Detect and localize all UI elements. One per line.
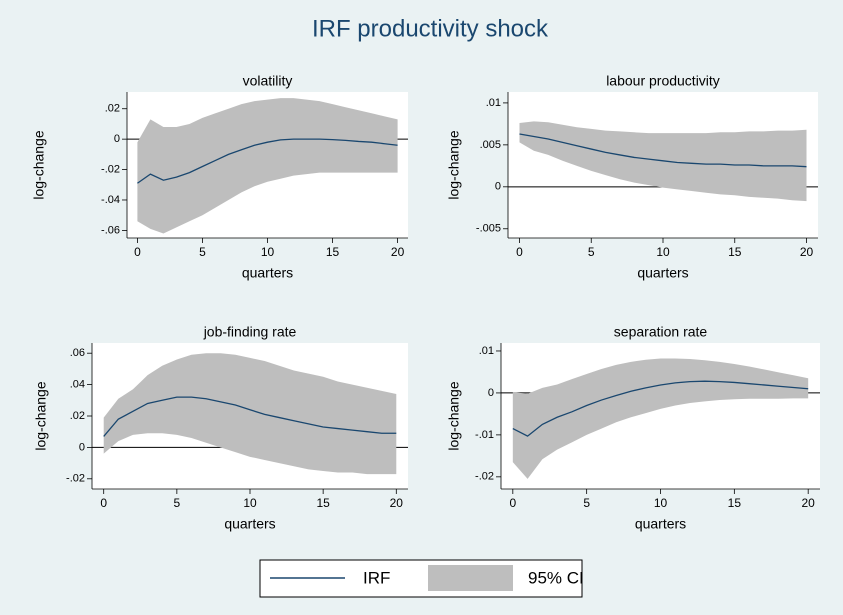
ci-band (512, 358, 809, 479)
x-tick-label: 20 (802, 496, 816, 510)
x-tick-label: 0 (509, 496, 516, 510)
irf-line (512, 380, 809, 437)
x-tick-label: 15 (728, 496, 742, 510)
y-tick-label: .04 (70, 379, 85, 391)
x-tick-label: 10 (656, 245, 670, 259)
y-tick-label: .01 (479, 345, 494, 357)
ci-band (137, 98, 398, 234)
chart-title: IRF productivity shock (312, 15, 549, 42)
y-tick-label: -.005 (476, 223, 501, 235)
y-axis-label: log-change (446, 130, 462, 199)
x-tick-label: 0 (100, 496, 107, 510)
x-tick-label: 5 (588, 245, 595, 259)
x-tick-label: 5 (583, 496, 590, 510)
y-tick-label: .005 (480, 139, 501, 151)
y-tick-label: .02 (105, 103, 120, 115)
irf-line (519, 133, 807, 168)
x-axis-label: quarters (637, 265, 688, 281)
y-axis-label: log-change (33, 381, 49, 450)
y-tick-label: -.06 (101, 224, 120, 236)
y-tick-label: -.04 (101, 194, 120, 206)
x-tick-label: 5 (199, 245, 206, 259)
x-tick-label: 20 (391, 245, 405, 259)
irf-line (103, 396, 397, 437)
x-tick-label: 0 (134, 245, 141, 259)
x-tick-label: 15 (728, 245, 742, 259)
x-tick-label: 15 (316, 496, 330, 510)
legend-band (428, 565, 513, 591)
irf-line (137, 138, 398, 184)
y-tick-label: 0 (79, 441, 85, 453)
subplot-title: separation rate (614, 324, 708, 340)
y-tick-label: -.02 (475, 471, 494, 483)
y-axis-label: log-change (31, 130, 47, 199)
legend-label: 95% CI (528, 568, 584, 587)
y-tick-label: -.01 (475, 429, 494, 441)
x-tick-label: 0 (516, 245, 523, 259)
x-axis-label: quarters (242, 265, 293, 281)
y-tick-label: .06 (70, 347, 85, 359)
y-tick-label: 0 (114, 133, 120, 145)
subplot-title: labour productivity (606, 73, 720, 89)
y-tick-label: .02 (70, 410, 85, 422)
x-tick-label: 15 (326, 245, 340, 259)
x-tick-label: 20 (800, 245, 814, 259)
y-tick-label: -.02 (101, 163, 120, 175)
x-axis-label: quarters (635, 516, 686, 532)
x-tick-label: 10 (261, 245, 275, 259)
y-tick-label: 0 (495, 181, 501, 193)
x-tick-label: 10 (243, 496, 257, 510)
x-tick-label: 20 (390, 496, 404, 510)
x-tick-label: 5 (174, 496, 181, 510)
legend-label: IRF (363, 568, 390, 587)
x-axis-label: quarters (224, 516, 275, 532)
y-tick-label: .01 (486, 97, 501, 109)
ci-band (103, 353, 397, 475)
y-tick-label: -.02 (66, 473, 85, 485)
subplot-title: job-finding rate (203, 324, 297, 340)
x-tick-label: 10 (654, 496, 668, 510)
y-tick-label: 0 (488, 387, 494, 399)
subplot-title: volatility (243, 73, 293, 89)
y-axis-label: log-change (446, 381, 462, 450)
